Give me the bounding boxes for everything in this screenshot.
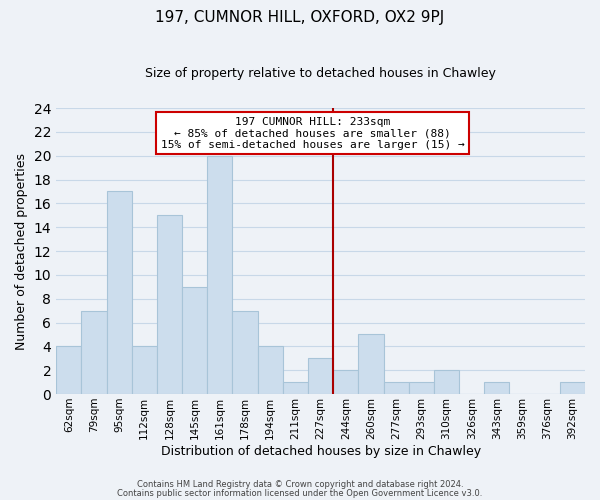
Text: Contains HM Land Registry data © Crown copyright and database right 2024.: Contains HM Land Registry data © Crown c…	[137, 480, 463, 489]
Bar	[409, 382, 434, 394]
Text: 197, CUMNOR HILL, OXFORD, OX2 9PJ: 197, CUMNOR HILL, OXFORD, OX2 9PJ	[155, 10, 445, 25]
Bar	[56, 346, 82, 394]
Bar	[484, 382, 509, 394]
Bar	[283, 382, 308, 394]
Bar	[434, 370, 459, 394]
Y-axis label: Number of detached properties: Number of detached properties	[15, 152, 28, 350]
Bar	[358, 334, 383, 394]
Text: Contains public sector information licensed under the Open Government Licence v3: Contains public sector information licen…	[118, 489, 482, 498]
Bar	[182, 287, 207, 394]
Bar	[257, 346, 283, 394]
X-axis label: Distribution of detached houses by size in Chawley: Distribution of detached houses by size …	[161, 444, 481, 458]
Bar	[383, 382, 409, 394]
Bar	[308, 358, 333, 394]
Bar	[82, 310, 107, 394]
Bar	[333, 370, 358, 394]
Bar	[157, 216, 182, 394]
Bar	[207, 156, 232, 394]
Bar	[132, 346, 157, 394]
Bar	[232, 310, 257, 394]
Bar	[560, 382, 585, 394]
Text: 197 CUMNOR HILL: 233sqm
← 85% of detached houses are smaller (88)
15% of semi-de: 197 CUMNOR HILL: 233sqm ← 85% of detache…	[161, 116, 464, 150]
Bar	[107, 192, 132, 394]
Title: Size of property relative to detached houses in Chawley: Size of property relative to detached ho…	[145, 68, 496, 80]
